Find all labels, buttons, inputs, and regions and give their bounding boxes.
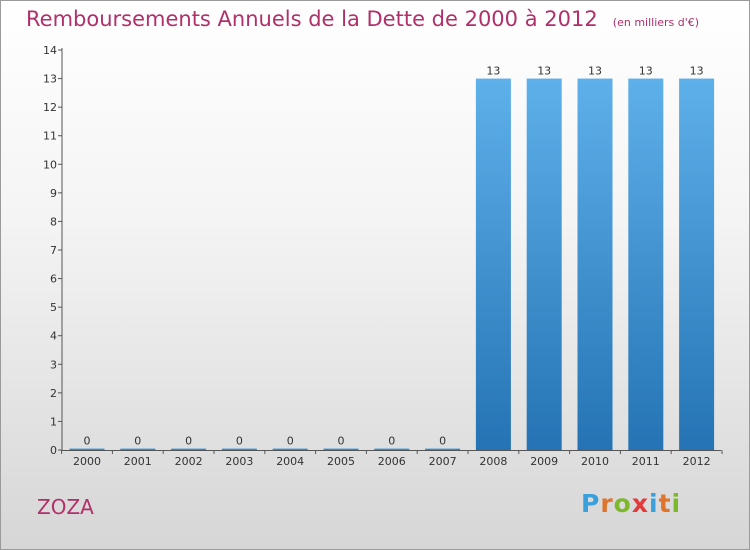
x-tick-label: 2000: [73, 455, 101, 468]
x-tick-label: 2007: [429, 455, 457, 468]
data-label: 0: [185, 435, 192, 448]
bar: [475, 78, 511, 451]
x-tick-label: 2011: [632, 455, 660, 468]
bar: [221, 448, 257, 450]
bar: [425, 448, 461, 450]
x-tick-label: 2004: [276, 455, 304, 468]
x-tick-label: 2012: [683, 455, 711, 468]
logo-letter: i: [649, 489, 659, 518]
chart-title: Remboursements Annuels de la Dette de 20…: [26, 7, 598, 31]
y-tick-label: 11: [43, 130, 57, 143]
logo-letter: i: [671, 489, 682, 518]
bar: [526, 78, 562, 451]
data-label: 13: [690, 65, 704, 78]
logo-letter: x: [631, 489, 649, 518]
data-label: 0: [134, 435, 141, 448]
bars: [69, 78, 715, 451]
y-tick-label: 5: [50, 301, 57, 314]
y-tick-label: 13: [43, 73, 57, 86]
y-tick-label: 2: [50, 387, 57, 400]
bar: [577, 78, 613, 451]
logo-letter: o: [613, 489, 632, 518]
y-tick-label: 4: [50, 330, 57, 343]
x-tick-label: 2001: [124, 455, 152, 468]
x-tick-label: 2008: [479, 455, 507, 468]
y-tick-label: 9: [50, 187, 57, 200]
commune-name: ZOZA: [37, 495, 94, 519]
proxiti-logo: Proxiti: [581, 489, 681, 518]
y-tick-label: 3: [50, 358, 57, 371]
x-tick-label: 2006: [378, 455, 406, 468]
bar: [272, 448, 308, 450]
data-label: 0: [84, 435, 91, 448]
logo-letter: t: [658, 489, 672, 518]
data-label: 13: [588, 65, 602, 78]
x-tick-label: 2009: [530, 455, 558, 468]
data-labels: 0 0 0 0 0 0 0 0 13 13 13 13 13: [84, 65, 704, 448]
bar: [120, 448, 156, 450]
bar: [171, 448, 207, 450]
x-tick-label: 2002: [175, 455, 203, 468]
y-tick-label: 12: [43, 101, 57, 114]
bar: [69, 448, 105, 450]
y-tick-label: 14: [43, 44, 57, 57]
y-tick-label: 7: [50, 244, 57, 257]
data-label: 13: [486, 65, 500, 78]
bar: [323, 448, 359, 450]
bar: [374, 448, 410, 450]
y-tick-label: 6: [50, 273, 57, 286]
x-tick-label: 2003: [225, 455, 253, 468]
data-label: 0: [236, 435, 243, 448]
y-tick-label: 0: [50, 444, 57, 457]
y-tick-label: 8: [50, 215, 57, 228]
x-tick-label: 2010: [581, 455, 609, 468]
chart-unit: (en milliers d'€): [612, 16, 700, 29]
y-tick-label: 1: [50, 415, 57, 428]
chart-title-block: Remboursements Annuels de la Dette de 20…: [26, 7, 699, 31]
logo-letter: P: [581, 489, 601, 518]
data-label: 0: [287, 435, 294, 448]
data-label: 0: [439, 435, 446, 448]
data-label: 13: [537, 65, 551, 78]
data-label: 13: [639, 65, 653, 78]
bar: [679, 78, 715, 451]
data-label: 0: [388, 435, 395, 448]
bar: [628, 78, 664, 451]
logo-letter: r: [600, 489, 614, 518]
y-tick-label: 10: [43, 158, 57, 171]
data-label: 0: [338, 435, 345, 448]
x-tick-label: 2005: [327, 455, 355, 468]
